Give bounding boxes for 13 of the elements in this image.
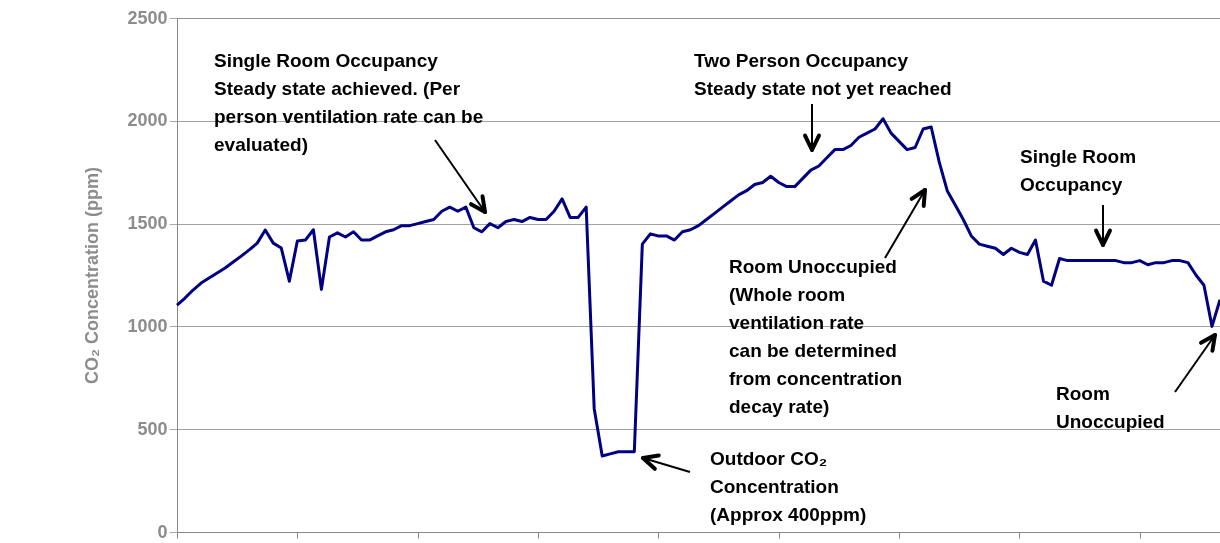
annotation: Single Room Occupancy Steady state achieved. (Per person ventilation rate can be evaluated) [214, 50, 484, 155]
y-tick-label: 2000 [127, 110, 168, 131]
y-tick-label: 2500 [127, 7, 168, 28]
y-tick-label: 0 [157, 521, 168, 542]
annotation: Single Room Occupancy [1020, 146, 1137, 195]
annotation: Two Person Occupancy Steady state not yet reached [694, 50, 952, 99]
y-axis-title: CO₂ Concentration (ppm) [82, 167, 103, 384]
y-tick-label: 500 [137, 418, 168, 439]
annotation: Room Unoccupied [1056, 383, 1165, 432]
y-tick-label: 1000 [127, 315, 168, 336]
annotation: Room Unoccupied (Whole room ventilation rate can be determined from concentration decay rate) [729, 256, 903, 417]
annotation: Outdoor CO₂ Concentration (Approx 400ppm) [710, 448, 867, 525]
y-tick-label: 1500 [127, 213, 168, 234]
